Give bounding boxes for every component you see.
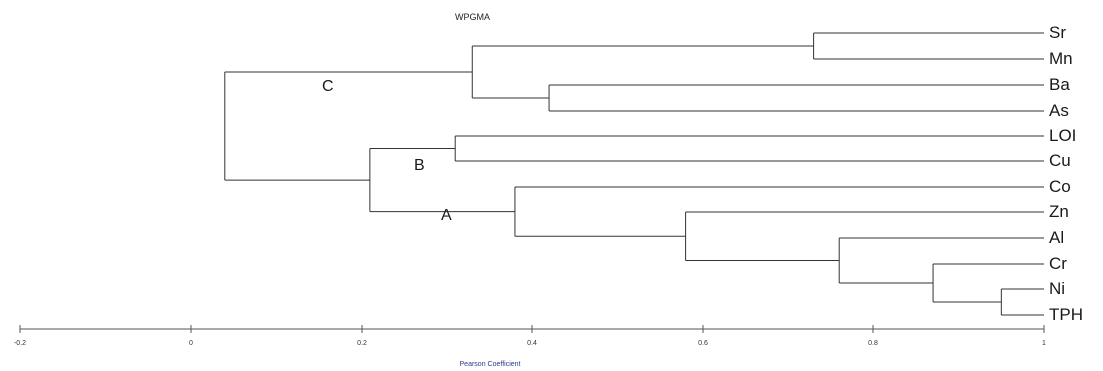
leaf-label: Al bbox=[1049, 228, 1064, 247]
x-tick-label: -0.2 bbox=[14, 340, 26, 347]
leaf-label: Ni bbox=[1049, 279, 1065, 298]
x-tick-label: 0.2 bbox=[357, 340, 367, 347]
leaf-label: TPH bbox=[1049, 305, 1083, 324]
leaf-label: Cu bbox=[1049, 151, 1071, 170]
x-tick-label: 0.8 bbox=[868, 340, 878, 347]
dendrogram-tree bbox=[224, 32, 1044, 316]
x-tick-label: 0 bbox=[189, 340, 193, 347]
x-axis: -0.2 0 0.2 0.4 0.6 0.8 1 Pearson Coeffic… bbox=[14, 325, 1046, 368]
leaf-label: Zn bbox=[1049, 202, 1069, 221]
cluster-label-b: B bbox=[414, 157, 425, 174]
leaf-label: Ba bbox=[1049, 75, 1070, 94]
leaf-label: Mn bbox=[1049, 49, 1073, 68]
x-tick-label: 0.4 bbox=[527, 340, 537, 347]
leaf-label: LOI bbox=[1049, 126, 1076, 145]
cluster-label-a: A bbox=[441, 207, 452, 224]
leaf-labels: Sr Mn Ba As LOI Cu Co Zn Al Cr Ni TPH bbox=[1049, 23, 1083, 324]
cluster-label-c: C bbox=[322, 78, 334, 95]
leaf-label: Cr bbox=[1049, 254, 1067, 273]
leaf-label: As bbox=[1049, 101, 1069, 120]
x-tick-label: 0.6 bbox=[698, 340, 708, 347]
chart-title: WPGMA bbox=[455, 12, 490, 22]
x-axis-label: Pearson Coefficient bbox=[460, 361, 521, 368]
leaf-label: Sr bbox=[1049, 23, 1066, 42]
leaf-label: Co bbox=[1049, 177, 1071, 196]
x-tick-label: 1 bbox=[1042, 340, 1046, 347]
